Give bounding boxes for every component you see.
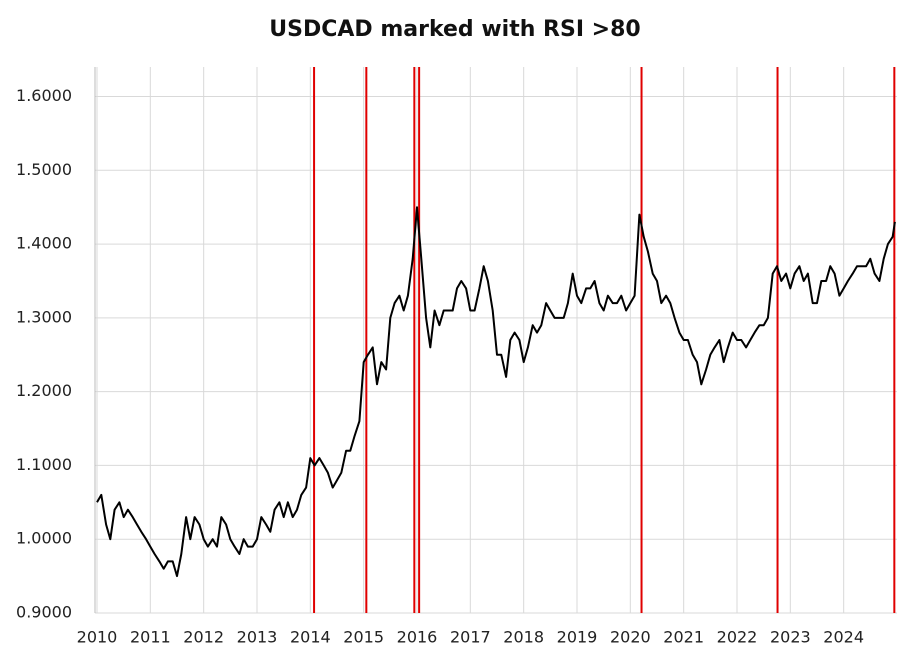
price-line — [96, 206, 896, 578]
y-tick-label: 1.0000 — [16, 529, 72, 548]
x-tick-label: 2021 — [663, 628, 704, 647]
x-tick-label: 2024 — [823, 628, 864, 647]
y-tick-label: 1.3000 — [16, 307, 72, 326]
x-tick-label: 2022 — [717, 628, 758, 647]
chart-title: USDCAD marked with RSI >80 — [269, 17, 640, 42]
y-tick-label: 1.1000 — [16, 455, 72, 474]
x-tick-label: 2013 — [237, 628, 278, 647]
x-tick-label: 2014 — [290, 628, 331, 647]
x-tick-label: 2019 — [557, 628, 598, 647]
x-tick-label: 2023 — [770, 628, 811, 647]
x-tick-label: 2010 — [77, 628, 118, 647]
y-tick-label: 1.5000 — [16, 160, 72, 179]
y-tick-label: 1.2000 — [16, 381, 72, 400]
x-tick-label: 2012 — [183, 628, 224, 647]
x-tick-label: 2020 — [610, 628, 651, 647]
x-tick-label: 2011 — [130, 628, 171, 647]
x-tick-label: 2016 — [397, 628, 438, 647]
x-tick-label: 2018 — [503, 628, 544, 647]
y-tick-label: 1.4000 — [16, 234, 72, 253]
x-tick-label: 2017 — [450, 628, 491, 647]
y-tick-label: 1.6000 — [16, 86, 72, 105]
x-tick-label: 2015 — [343, 628, 384, 647]
y-tick-label: 0.9000 — [16, 603, 72, 622]
